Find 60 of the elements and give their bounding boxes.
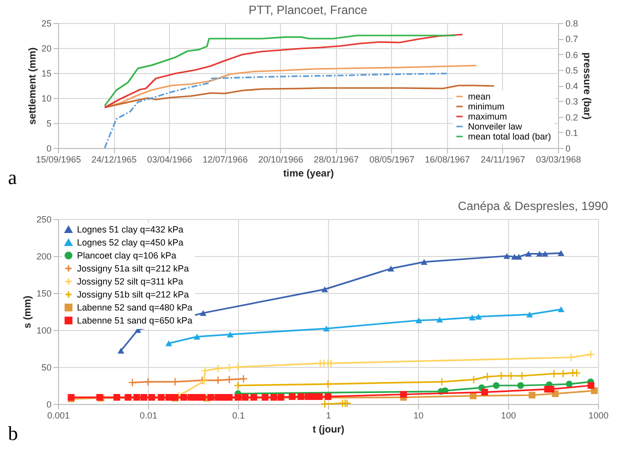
legend-label: Labenne 52 sand q=480 kPa (77, 302, 192, 312)
y2-tick-label: 0.1 (566, 128, 578, 138)
x-tick-label: 10 (413, 410, 424, 420)
x-tick-label: 12/07/1966 (202, 154, 248, 164)
text: a (8, 167, 17, 189)
x-tick-label: 24/12/1965 (92, 154, 137, 164)
y2-tick-label: 0.3 (566, 96, 578, 107)
y-tick-label: 100 (36, 326, 52, 336)
legend-label: maximum (468, 112, 508, 122)
y-tick-label: 25 (41, 18, 52, 28)
y2-tick-label: 0 (566, 144, 571, 154)
legend-label: minimum (468, 102, 505, 112)
y2-tick-label: 0.2 (566, 112, 578, 122)
legend-label: Lognes 51 clay q=432 kPa (77, 224, 184, 234)
legend-label: Labenne 51 sand q=650 kPa (77, 316, 192, 326)
legend-label: Jossigny 52 silt q=311 kPa (77, 276, 184, 286)
legend-label: mean (468, 92, 491, 102)
x-tick-label: 100 (500, 410, 516, 420)
legend-label: Nonveiler law (468, 122, 523, 132)
y2-axis-title: pressure (bar) (581, 52, 592, 120)
y2-tick-label: 0.5 (566, 65, 578, 76)
x-axis-title: time (year) (283, 168, 334, 180)
x-tick-label: 0.1 (232, 410, 245, 420)
chart-title: PTT, Plancoet, France (248, 3, 368, 17)
x-tick-label: 03/04/1966 (147, 154, 192, 164)
y-axis-title: settlement (mm) (27, 47, 38, 125)
x-tick-label: 0.01 (140, 410, 158, 420)
x-tick-label: 1 (326, 410, 332, 420)
x-tick-label: 20/10/1966 (258, 154, 304, 164)
x-axis-title: t (jour) (312, 424, 344, 436)
y-tick-label: 50 (41, 362, 52, 372)
x-tick-label: 03/03/1968 (536, 154, 582, 164)
y-axis-title: s (mm) (22, 296, 34, 328)
legend-label: Jossigny 51b silt q=212 kPa (77, 290, 189, 300)
y-tick-label: 5 (46, 118, 52, 128)
y2-tick-label: 0.6 (566, 50, 578, 60)
y-tick-label: 10 (41, 94, 52, 104)
legend-label: Lognes 52 clay q=450 kPa (77, 238, 184, 248)
x-tick-label: 0.001 (47, 410, 70, 420)
y-tick-label: 200 (36, 252, 52, 262)
legend-label: Jossigny 51a silt q=212 kPa (77, 264, 189, 274)
x-tick-label: 08/05/1967 (369, 154, 414, 164)
x-tick-label: 24/11/1967 (480, 154, 526, 164)
y-tick-label: 0 (46, 144, 52, 154)
x-tick-label: 1000 (588, 410, 609, 420)
y-tick-label: 15 (41, 68, 52, 78)
text: b (8, 423, 18, 445)
legend-label: mean total load (bar) (468, 132, 552, 142)
y2-tick-label: 0.8 (566, 18, 578, 28)
y-tick-label: 250 (36, 214, 52, 224)
y-tick-label: 20 (41, 44, 52, 54)
x-tick-label: 15/09/1965 (36, 154, 82, 164)
x-tick-label: 28/01/1967 (314, 154, 359, 164)
y2-tick-label: 0.4 (566, 81, 578, 91)
y2-tick-label: 0.7 (566, 34, 578, 44)
legend-label: Plancoet clay q=106 kPa (77, 250, 176, 260)
y-tick-label: 0 (46, 400, 52, 410)
x-tick-label: 16/08/1967 (424, 154, 470, 164)
chart-title: Canépa & Despresles, 1990 (458, 199, 608, 213)
y-tick-label: 150 (36, 288, 52, 298)
